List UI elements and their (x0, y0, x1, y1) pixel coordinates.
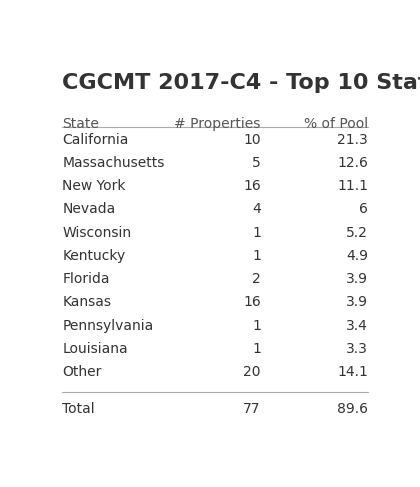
Text: New York: New York (62, 179, 126, 193)
Text: 5: 5 (252, 156, 261, 170)
Text: 4: 4 (252, 203, 261, 216)
Text: Nevada: Nevada (62, 203, 116, 216)
Text: Kansas: Kansas (62, 296, 111, 309)
Text: 2: 2 (252, 272, 261, 286)
Text: 89.6: 89.6 (337, 402, 368, 415)
Text: Louisiana: Louisiana (62, 342, 128, 356)
Text: 5.2: 5.2 (346, 225, 368, 240)
Text: Florida: Florida (62, 272, 110, 286)
Text: 1: 1 (252, 249, 261, 263)
Text: 10: 10 (243, 132, 261, 147)
Text: State: State (62, 116, 99, 131)
Text: 21.3: 21.3 (338, 132, 368, 147)
Text: Pennsylvania: Pennsylvania (62, 318, 154, 333)
Text: 1: 1 (252, 225, 261, 240)
Text: Other: Other (62, 365, 102, 379)
Text: 1: 1 (252, 342, 261, 356)
Text: Massachusetts: Massachusetts (62, 156, 165, 170)
Text: 77: 77 (243, 402, 261, 415)
Text: California: California (62, 132, 129, 147)
Text: CGCMT 2017-C4 - Top 10 States: CGCMT 2017-C4 - Top 10 States (62, 74, 420, 94)
Text: 3.3: 3.3 (346, 342, 368, 356)
Text: 6: 6 (360, 203, 368, 216)
Text: 14.1: 14.1 (337, 365, 368, 379)
Text: 3.4: 3.4 (346, 318, 368, 333)
Text: 20: 20 (243, 365, 261, 379)
Text: 4.9: 4.9 (346, 249, 368, 263)
Text: % of Pool: % of Pool (304, 116, 368, 131)
Text: 1: 1 (252, 318, 261, 333)
Text: 3.9: 3.9 (346, 296, 368, 309)
Text: 16: 16 (243, 296, 261, 309)
Text: 3.9: 3.9 (346, 272, 368, 286)
Text: Total: Total (62, 402, 95, 415)
Text: Wisconsin: Wisconsin (62, 225, 131, 240)
Text: 12.6: 12.6 (337, 156, 368, 170)
Text: # Properties: # Properties (174, 116, 261, 131)
Text: 16: 16 (243, 179, 261, 193)
Text: Kentucky: Kentucky (62, 249, 126, 263)
Text: 11.1: 11.1 (337, 179, 368, 193)
